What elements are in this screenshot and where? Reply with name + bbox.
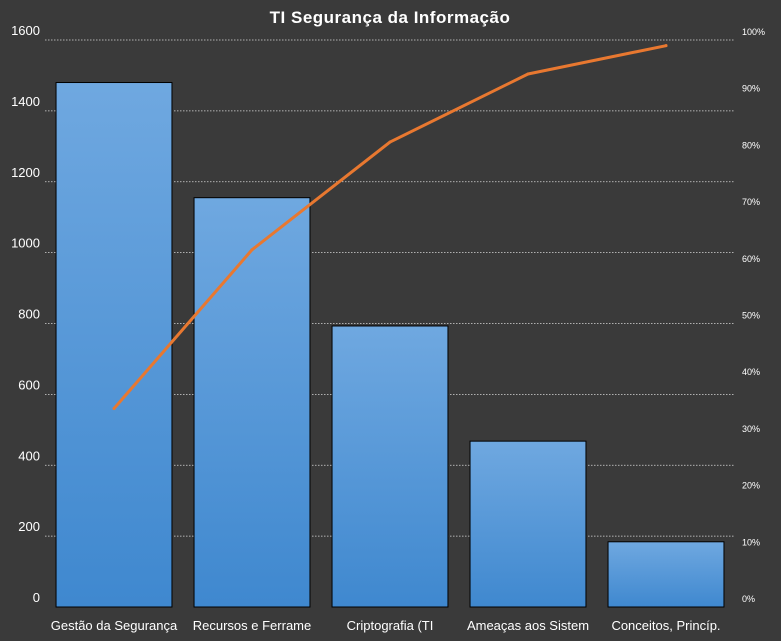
line-point — [112, 407, 116, 411]
bar — [607, 541, 725, 608]
left-axis-tick-label: 1200 — [11, 165, 40, 180]
right-axis-tick-label: 70% — [742, 197, 760, 207]
chart-title: TI Segurança da Informação — [270, 8, 511, 27]
right-axis-tick-label: 100% — [742, 27, 765, 37]
line-point — [250, 248, 254, 252]
left-axis-tick-label: 800 — [18, 307, 40, 322]
line-point — [664, 44, 668, 48]
category-label: Criptografia (TI — [347, 618, 434, 633]
right-axis-tick-label: 90% — [742, 84, 760, 94]
category-axis: Gestão da Segurança Recursos e Ferrame Cri… — [51, 618, 721, 633]
category-label: Gestão da Segurança — [51, 618, 178, 633]
right-axis-tick-label: 30% — [742, 424, 760, 434]
left-axis-tick-label: 200 — [18, 519, 40, 534]
left-axis-tick-label: 400 — [18, 448, 40, 463]
category-label: Conceitos, Princíp. — [611, 618, 720, 633]
left-axis: 0 200 400 600 800 1000 1200 1400 1600 — [11, 23, 40, 605]
bar — [193, 197, 311, 608]
left-axis-tick-label: 600 — [18, 377, 40, 392]
right-axis-tick-label: 20% — [742, 481, 760, 491]
bar — [55, 82, 173, 608]
right-axis-tick-label: 80% — [742, 140, 760, 150]
line-point — [388, 140, 392, 144]
bars — [55, 82, 725, 608]
right-axis-tick-label: 0% — [742, 594, 755, 604]
left-axis-tick-label: 1000 — [11, 236, 40, 251]
line-point — [526, 72, 530, 76]
right-axis-tick-label: 50% — [742, 311, 760, 321]
left-axis-tick-label: 1600 — [11, 23, 40, 38]
cumulative-line-layer — [112, 44, 668, 411]
right-axis: 0% 10% 20% 30% 40% 50% 60% 70% 80% 90% 100% — [742, 27, 765, 604]
right-axis-tick-label: 60% — [742, 254, 760, 264]
bar — [331, 325, 449, 608]
left-axis-tick-label: 0 — [33, 590, 40, 605]
right-axis-tick-label: 10% — [742, 537, 760, 547]
left-axis-tick-label: 1400 — [11, 94, 40, 109]
category-label: Recursos e Ferrame — [193, 618, 311, 633]
category-label: Ameaças aos Sistem — [467, 618, 589, 633]
bar — [469, 440, 587, 608]
right-axis-tick-label: 40% — [742, 367, 760, 377]
